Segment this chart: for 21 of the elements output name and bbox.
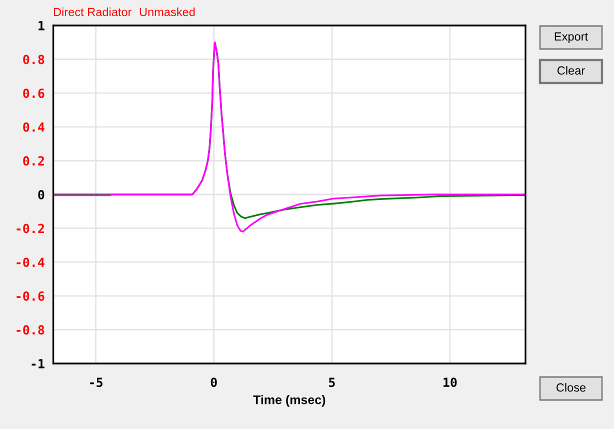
text: Export: [554, 32, 588, 43]
y-tick-label: -0.4: [16, 258, 44, 268]
y-tick-label: 1: [38, 21, 44, 30]
y-tick-label: -0.6: [16, 291, 44, 301]
x-tick-label: 10: [444, 378, 457, 388]
text: Close: [556, 382, 586, 392]
y-tick-label: -0.2: [16, 224, 44, 234]
y-tick-label: 0.6: [23, 88, 44, 98]
y-tick-label: 0.4: [23, 122, 44, 132]
x-tick-label: 0: [210, 378, 217, 388]
y-tick-label: -1: [32, 359, 44, 368]
y-tick-label: 0: [38, 190, 44, 200]
x-tick-label: -5: [90, 378, 102, 388]
x-axis-title: Time (msec): [253, 395, 326, 407]
text: Unmasked: [140, 8, 195, 16]
x-tick-label: 5: [329, 378, 335, 388]
text: Clear: [557, 66, 585, 75]
text: Direct Radiator: [54, 8, 132, 16]
y-tick-label: 0.2: [23, 156, 44, 166]
y-tick-label: 0.8: [23, 54, 44, 64]
y-tick-label: -0.8: [16, 325, 44, 335]
